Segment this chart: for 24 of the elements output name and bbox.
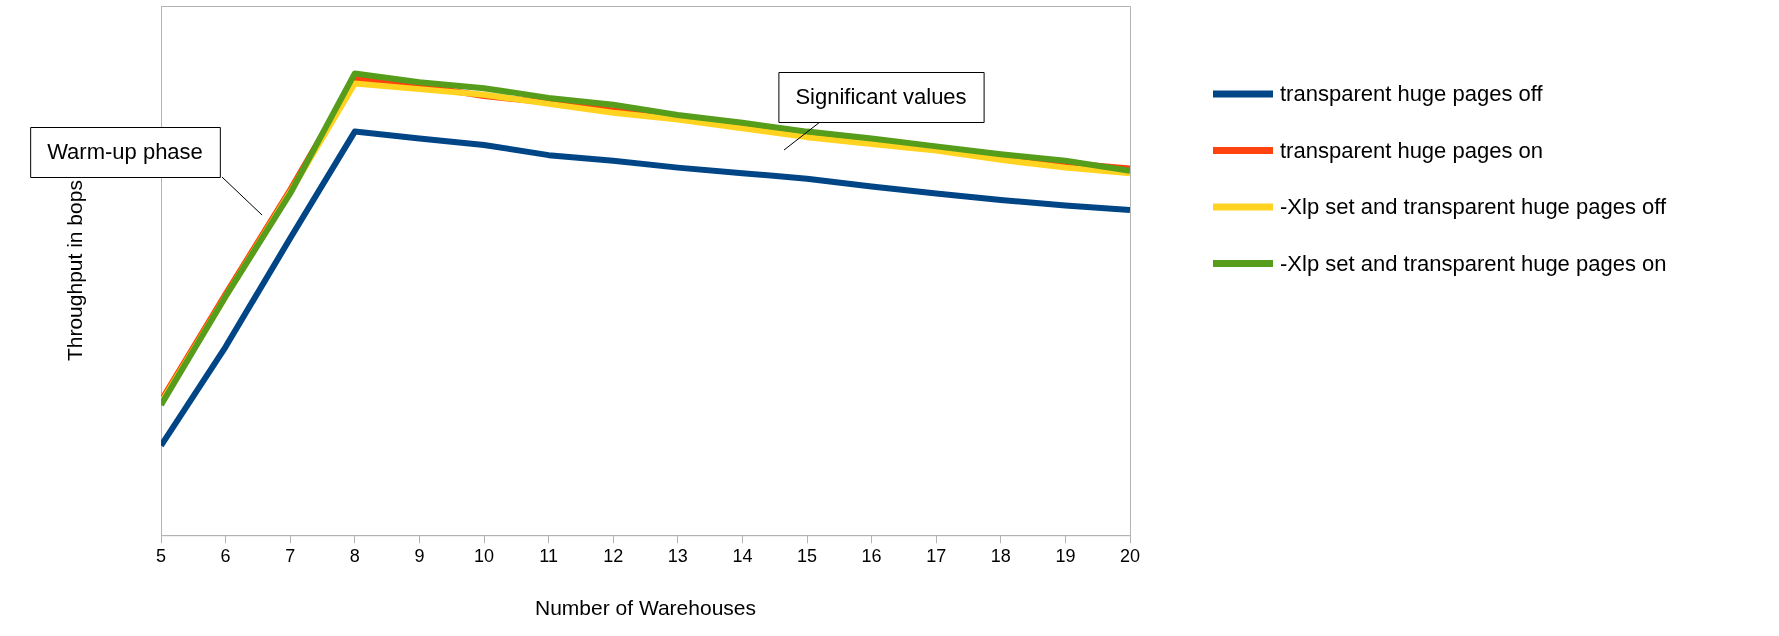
x-tick-label: 18 bbox=[990, 545, 1011, 566]
x-tick-label: 5 bbox=[155, 545, 167, 566]
legend-label: transparent huge pages on bbox=[1280, 137, 1543, 163]
annotation: Significant values bbox=[795, 84, 967, 110]
x-axis-title: Number of Warehouses bbox=[535, 596, 756, 620]
legend-label: -Xlp set and transparent huge pages on bbox=[1280, 250, 1667, 276]
x-tick-label: 6 bbox=[220, 545, 231, 566]
x-tick-label: 17 bbox=[926, 545, 947, 566]
x-tick-label: 7 bbox=[285, 545, 296, 566]
annotation: Warm-up phase bbox=[47, 139, 203, 165]
x-tick-label: 16 bbox=[861, 545, 882, 566]
legend-label: -Xlp set and transparent huge pages off bbox=[1280, 194, 1667, 220]
x-tick-label: 20 bbox=[1119, 545, 1141, 566]
y-axis-title: Throughput in bops bbox=[63, 180, 87, 362]
legend-label: transparent huge pages off bbox=[1280, 81, 1544, 107]
x-tick-label: 19 bbox=[1055, 545, 1076, 566]
x-tick-label: 9 bbox=[414, 545, 425, 566]
x-tick-label: 12 bbox=[603, 545, 624, 566]
x-tick-label: 13 bbox=[667, 545, 688, 566]
x-tick-label: 11 bbox=[539, 545, 558, 566]
x-tick-label: 15 bbox=[796, 545, 818, 566]
x-tick-label: 10 bbox=[473, 545, 495, 566]
x-tick-label: 8 bbox=[349, 545, 360, 566]
x-tick-label: 14 bbox=[732, 545, 753, 566]
